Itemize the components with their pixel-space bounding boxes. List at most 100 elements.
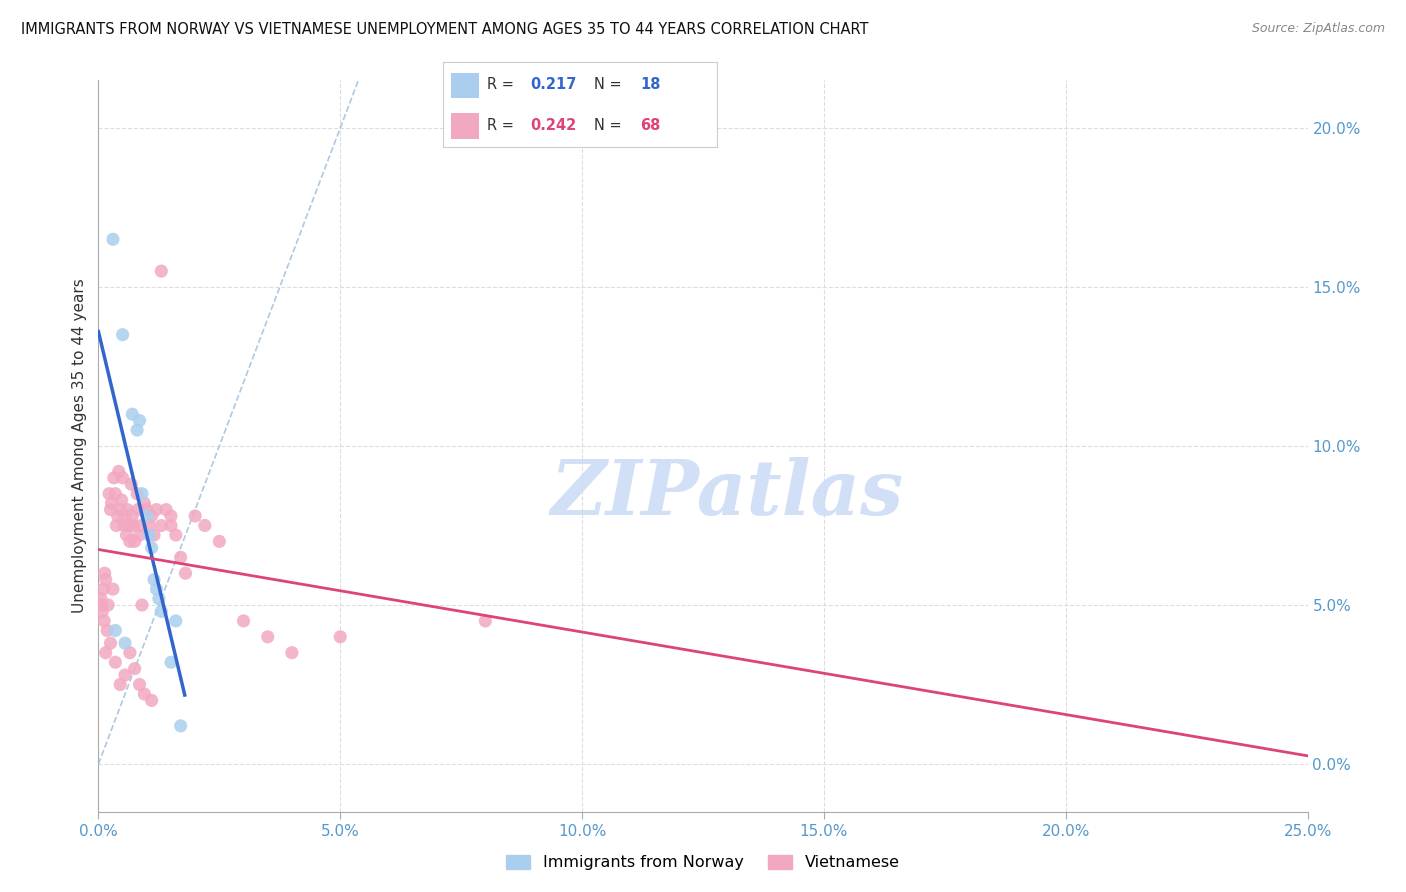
Point (103, 471, 125, 485)
Point (155, 502, 177, 516)
Point (134, 687, 156, 701)
Point (143, 573, 166, 587)
Point (118, 646, 141, 660)
Point (108, 677, 131, 691)
Point (145, 582, 167, 596)
Point (124, 534, 146, 549)
Point (93, 614, 115, 628)
Point (124, 662, 146, 676)
Text: 0.217: 0.217 (530, 77, 576, 92)
Point (105, 518, 128, 533)
Point (150, 264, 173, 278)
Point (107, 508, 129, 523)
Point (112, 518, 135, 533)
Point (127, 486, 149, 500)
Point (138, 518, 160, 533)
Text: 0.242: 0.242 (530, 118, 576, 133)
Point (256, 630, 278, 644)
Point (114, 508, 136, 523)
Point (169, 719, 191, 733)
Point (165, 528, 187, 542)
Point (108, 502, 131, 516)
Text: Source: ZipAtlas.com: Source: ZipAtlas.com (1251, 22, 1385, 36)
Point (93, 566, 115, 581)
Point (131, 486, 153, 500)
Point (128, 528, 150, 542)
Point (107, 465, 129, 479)
Point (128, 413, 150, 427)
Point (104, 486, 127, 500)
Point (118, 534, 141, 549)
Point (169, 550, 191, 565)
Y-axis label: Unemployment Among Ages 35 to 44 years: Unemployment Among Ages 35 to 44 years (72, 278, 87, 614)
Point (117, 502, 139, 516)
Point (160, 518, 183, 533)
Point (94, 646, 117, 660)
Point (165, 614, 187, 628)
Point (104, 655, 127, 669)
Point (145, 502, 167, 516)
Point (232, 614, 254, 628)
Point (134, 496, 156, 510)
Point (150, 604, 173, 618)
Point (100, 496, 122, 510)
Point (150, 518, 173, 533)
Text: R =: R = (486, 77, 519, 92)
Bar (451, 113, 478, 139)
Point (96, 624, 118, 638)
Point (115, 528, 138, 542)
Point (127, 423, 149, 437)
Point (104, 624, 127, 638)
Point (101, 232, 124, 246)
Text: N =: N = (593, 77, 626, 92)
Point (135, 502, 157, 516)
Point (121, 508, 143, 523)
Point (90, 598, 112, 612)
Point (184, 508, 207, 523)
Point (141, 541, 163, 555)
Point (160, 508, 183, 523)
Point (114, 668, 136, 682)
Point (111, 471, 134, 485)
Point (208, 534, 231, 549)
Text: R =: R = (486, 118, 519, 133)
Point (143, 528, 166, 542)
Point (111, 493, 134, 508)
Point (97, 598, 120, 612)
Point (138, 528, 160, 542)
Legend: Immigrants from Norway, Vietnamese: Immigrants from Norway, Vietnamese (501, 848, 905, 877)
Point (100, 502, 122, 516)
Point (131, 598, 153, 612)
Text: ZIPatlas: ZIPatlas (551, 457, 904, 531)
Point (118, 518, 141, 533)
Point (122, 518, 145, 533)
Point (128, 677, 150, 691)
Point (98, 486, 121, 500)
Bar (451, 72, 478, 98)
Point (91, 604, 114, 618)
Point (329, 630, 352, 644)
Point (100, 636, 122, 650)
Point (474, 614, 496, 628)
Point (127, 502, 149, 516)
Point (174, 566, 197, 581)
Point (101, 582, 124, 596)
Point (160, 655, 183, 669)
Point (90, 591, 112, 606)
Point (91, 582, 114, 596)
Point (148, 591, 170, 606)
Point (194, 518, 217, 533)
Point (281, 646, 304, 660)
Point (120, 477, 142, 491)
Text: IMMIGRANTS FROM NORWAY VS VIETNAMESE UNEMPLOYMENT AMONG AGES 35 TO 44 YEARS CORR: IMMIGRANTS FROM NORWAY VS VIETNAMESE UNE… (21, 22, 869, 37)
Point (141, 693, 163, 707)
Text: 68: 68 (640, 118, 661, 133)
Point (94, 573, 117, 587)
Text: 18: 18 (640, 77, 661, 92)
Point (114, 636, 136, 650)
Point (111, 327, 134, 342)
Text: N =: N = (593, 118, 626, 133)
Point (121, 407, 143, 421)
Point (141, 508, 163, 523)
Point (135, 508, 157, 523)
